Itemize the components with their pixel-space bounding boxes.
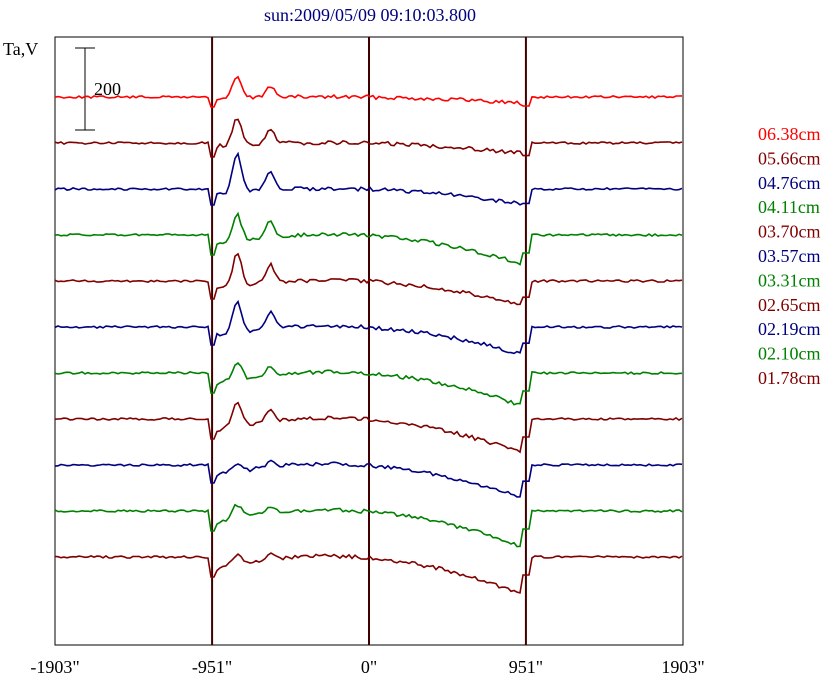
- x-tick-label: -1903": [30, 657, 79, 677]
- series-line-03.57cm: [54, 299, 683, 355]
- legend-entry: 02.65cm: [758, 295, 821, 315]
- series-line-02.10cm: [54, 503, 683, 548]
- vertical-reference-lines: [211, 37, 527, 645]
- series-line-02.65cm: [54, 401, 683, 454]
- y-axis-label: Ta,V: [3, 39, 38, 59]
- x-tick-label: 1903": [661, 657, 704, 677]
- chart-title: sun:2009/05/09 09:10:03.800: [264, 5, 476, 25]
- x-tick-label: -951": [192, 657, 232, 677]
- legend-entry: 06.38cm: [758, 124, 821, 144]
- scale-bar: 200: [75, 47, 121, 131]
- legend-entry: 03.31cm: [758, 270, 821, 290]
- legend-entry: 01.78cm: [758, 368, 821, 388]
- scale-bar-label: 200: [94, 79, 121, 99]
- x-axis-ticks: -1903" -951" 0" 951" 1903": [30, 657, 704, 677]
- legend-entry: 02.10cm: [758, 344, 821, 364]
- series-line-06.38cm: [54, 75, 683, 108]
- series-line-05.66cm: [54, 118, 683, 158]
- legend-entry: 04.76cm: [758, 173, 821, 193]
- series-line-04.11cm: [54, 211, 683, 266]
- series-line-03.31cm: [54, 362, 683, 406]
- x-tick-label: 0": [361, 657, 377, 677]
- x-tick-label: 951": [509, 657, 543, 677]
- series-line-04.76cm: [54, 151, 683, 206]
- series-line-01.78cm: [54, 552, 683, 594]
- legend-entry: 02.19cm: [758, 319, 821, 339]
- series-line-02.19cm: [54, 459, 683, 498]
- legend-entry: 04.11cm: [758, 197, 820, 217]
- legend-entry: 05.66cm: [758, 148, 821, 168]
- legend-entry: 03.57cm: [758, 246, 821, 266]
- legend: 06.38cm 05.66cm 04.76cm 04.11cm 03.70cm 03.57…: [758, 124, 821, 388]
- series-group: [54, 75, 683, 594]
- legend-entry: 03.70cm: [758, 222, 821, 242]
- series-line-03.70cm: [54, 252, 683, 306]
